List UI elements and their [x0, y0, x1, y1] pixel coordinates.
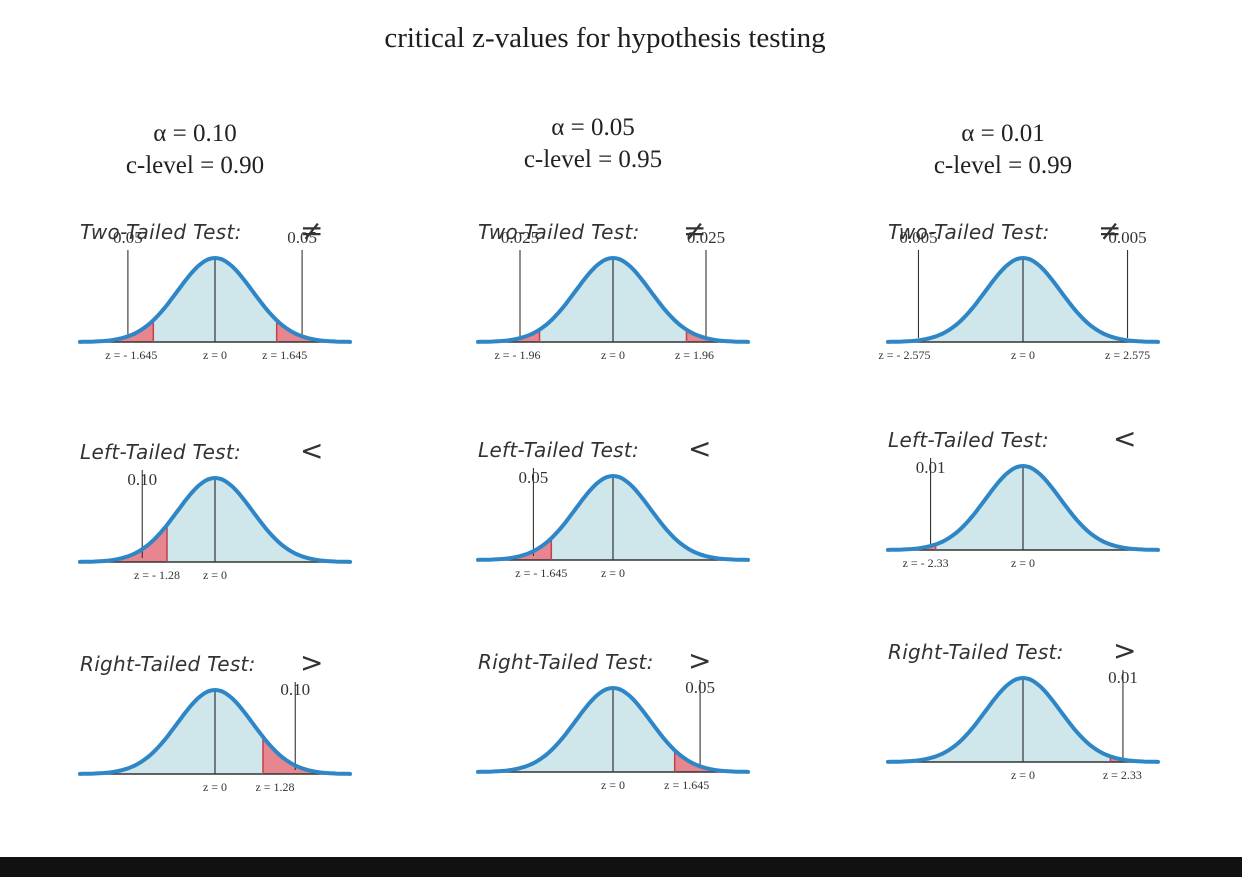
curve-line: [78, 475, 352, 564]
two-tailed-panel: Two-Tailed Test: ≠ 0.05 0.05 z = - 1.645 z …: [78, 214, 380, 420]
right-tail-region: [263, 737, 350, 774]
curve-line: [78, 255, 352, 344]
not-equal-symbol: ≠: [1098, 214, 1122, 247]
curve-line: [886, 255, 1160, 344]
z-critical-left-label: z = - 1.645: [105, 348, 158, 362]
curve-line: [476, 685, 750, 774]
bell-curve: [78, 250, 352, 344]
z-critical-right-label: z = 1.645: [262, 348, 308, 362]
bottom-bar: [0, 857, 1242, 877]
column-header: α = 0.10 c-level = 0.90: [80, 118, 310, 182]
area-label: 0.05: [518, 468, 549, 487]
test-label: Two-Tailed Test:: [80, 220, 242, 244]
curve-line: [476, 473, 750, 562]
test-label: Right-Tailed Test:: [80, 652, 256, 676]
alpha-label: α = 0.10: [153, 120, 237, 147]
left-area-label: 0.05: [113, 228, 143, 247]
bell-curve: [886, 250, 1160, 344]
column-header: α = 0.01 c-level = 0.99: [888, 118, 1118, 182]
z-critical-label: z = 2.33: [1102, 768, 1142, 782]
z-mean-label: z = 0: [600, 348, 626, 362]
curve-line: [476, 255, 750, 344]
z-critical-label: z = - 2.33: [902, 556, 949, 570]
column-header: α = 0.05 c-level = 0.95: [478, 112, 708, 176]
left-tailed-panel: Left-Tailed Test: < 0.10 z = - 1.28 z = 0: [78, 434, 380, 640]
bell-curve: [476, 468, 750, 562]
right-area-label: 0.025: [686, 228, 726, 247]
left-tail-region: [80, 320, 154, 342]
bell-curve: [886, 458, 1160, 552]
test-label: Two-Tailed Test:: [888, 220, 1050, 244]
right-tailed-panel: Right-Tailed Test: > 0.10 z = 0 z = 1.28: [78, 646, 380, 852]
area-label: 0.05: [685, 678, 715, 697]
z-critical-right-label: z = 1.96: [674, 348, 715, 362]
alpha-label: α = 0.05: [551, 114, 635, 141]
z-critical-label: z = 1.28: [255, 780, 295, 794]
test-label: Right-Tailed Test:: [888, 640, 1064, 664]
not-equal-symbol: ≠: [683, 214, 707, 247]
area-label: 0.01: [1108, 668, 1138, 687]
greater-than-symbol: >: [688, 644, 712, 677]
page-title: critical z-values for hypothesis testing: [384, 22, 826, 54]
left-tail-region: [80, 525, 167, 562]
two-tailed-panel: Two-Tailed Test: ≠ 0.005 0.005 z = - 2.575…: [878, 214, 1188, 420]
left-tailed-panel: Left-Tailed Test: < 0.01 z = - 2.33 z = 0: [886, 422, 1188, 628]
z-critical-right-label: z = 2.575: [1105, 348, 1151, 362]
right-tailed-panel: Right-Tailed Test: > 0.01 z = 0 z = 2.33: [886, 634, 1188, 840]
column-alpha-0-10: α = 0.10 c-level = 0.90 Two-Tailed Test:…: [78, 110, 490, 830]
column-alpha-0-05: α = 0.05 c-level = 0.95 Two-Tailed Test:…: [476, 110, 888, 830]
bell-curve: [78, 470, 352, 564]
clevel-label: c-level = 0.90: [125, 152, 265, 179]
bell-curve: [886, 670, 1160, 764]
clevel-label: c-level = 0.95: [523, 146, 663, 173]
z-critical-label: z = 1.645: [664, 778, 710, 792]
bell-curve: [78, 682, 352, 776]
greater-than-symbol: >: [300, 646, 324, 679]
z-critical-left-label: z = - 2.575: [878, 348, 931, 362]
area-label: 0.01: [915, 458, 946, 477]
curve-line: [886, 463, 1160, 552]
z-mean-label: z = 0: [1010, 556, 1036, 570]
right-tail-region: [276, 320, 350, 342]
curve-line: [78, 687, 352, 776]
bell-curve: [476, 680, 750, 774]
z-mean-label: z = 0: [600, 778, 626, 792]
left-tailed-panel: Left-Tailed Test: < 0.05 z = - 1.645 z = 0: [476, 432, 778, 638]
test-label: Two-Tailed Test:: [478, 220, 640, 244]
z-mean-label: z = 0: [202, 348, 228, 362]
right-tailed-panel: Right-Tailed Test: > 0.05 z = 0 z = 1.645: [476, 644, 778, 850]
left-area-label: 0.005: [899, 228, 938, 247]
bell-curve: [476, 250, 750, 344]
z-critical-label: z = - 1.645: [515, 566, 568, 580]
less-than-symbol: <: [688, 432, 712, 465]
test-label: Right-Tailed Test:: [478, 650, 654, 674]
test-label: Left-Tailed Test:: [888, 428, 1050, 452]
column-alpha-0-01: α = 0.01 c-level = 0.99 Two-Tailed Test:…: [878, 110, 1242, 830]
less-than-symbol: <: [300, 434, 324, 467]
greater-than-symbol: >: [1113, 634, 1137, 667]
alpha-label: α = 0.01: [961, 120, 1045, 147]
area-label: 0.10: [127, 470, 158, 489]
z-mean-label: z = 0: [202, 568, 228, 582]
z-critical-left-label: z = - 1.96: [494, 348, 541, 362]
clevel-label: c-level = 0.99: [933, 152, 1073, 179]
test-label: Left-Tailed Test:: [80, 440, 242, 464]
z-mean-label: z = 0: [1010, 348, 1036, 362]
right-area-label: 0.005: [1108, 228, 1147, 247]
right-area-label: 0.05: [287, 228, 317, 247]
left-area-label: 0.025: [500, 228, 540, 247]
curve-line: [886, 675, 1160, 764]
less-than-symbol: <: [1113, 422, 1137, 455]
area-label: 0.10: [280, 680, 311, 699]
right-tail-region: [674, 750, 748, 772]
test-label: Left-Tailed Test:: [478, 438, 640, 462]
two-tailed-panel: Two-Tailed Test: ≠ 0.025 0.025 z = - 1.96 z…: [476, 214, 778, 420]
z-critical-label: z = - 1.28: [133, 568, 181, 582]
z-mean-label: z = 0: [1010, 768, 1036, 782]
z-mean-label: z = 0: [202, 780, 228, 794]
not-equal-symbol: ≠: [300, 214, 324, 247]
z-mean-label: z = 0: [600, 566, 626, 580]
